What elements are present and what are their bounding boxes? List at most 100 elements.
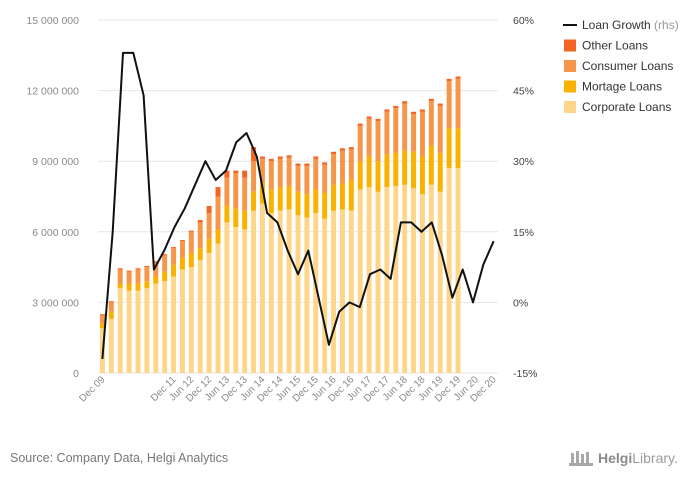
source-note: Source: Company Data, Helgi Analytics — [10, 451, 229, 465]
bar-other-loans — [313, 156, 319, 159]
bar-mortage-loans — [331, 184, 337, 211]
bar-other-loans — [251, 147, 257, 162]
bar-consumer-loans — [411, 114, 417, 152]
bar-consumer-loans — [242, 177, 248, 211]
bar-consumer-loans — [455, 78, 461, 129]
bar-consumer-loans — [197, 222, 203, 249]
bar-corporate-loans — [384, 187, 390, 373]
bar-other-loans — [162, 254, 168, 256]
bar-other-loans — [197, 220, 203, 223]
bar-consumer-loans — [233, 172, 239, 209]
bar-other-loans — [144, 265, 150, 268]
legend-suffix: (rhs) — [651, 18, 679, 32]
bar-mortage-loans — [171, 264, 177, 277]
bar-corporate-loans — [251, 210, 257, 373]
bar-corporate-loans — [126, 290, 132, 373]
bar-consumer-loans — [179, 241, 185, 258]
bar-consumer-loans — [348, 149, 354, 181]
bar-other-loans — [348, 147, 354, 150]
legend-box-swatch — [564, 39, 576, 52]
bar-corporate-loans — [393, 185, 399, 373]
x-tick-label: Dec 09 — [77, 374, 107, 404]
bar-other-loans — [215, 187, 221, 197]
bar-corporate-loans — [304, 217, 310, 373]
bar-mortage-loans — [322, 192, 328, 219]
bar-mortage-loans — [251, 191, 257, 211]
bar-mortage-loans — [135, 283, 141, 291]
bar-consumer-loans — [313, 158, 319, 190]
bar-mortage-loans — [348, 180, 354, 211]
bar-mortage-loans — [144, 281, 150, 289]
bar-other-loans — [446, 78, 452, 82]
legend-label: Loan Growth (rhs) — [582, 18, 679, 32]
bar-consumer-loans — [446, 81, 452, 129]
bar-other-loans — [375, 118, 381, 122]
helgi-library-logo[interactable]: HelgiLibrary. — [568, 449, 678, 467]
bar-consumer-loans — [402, 103, 408, 151]
bar-mortage-loans — [384, 154, 390, 188]
bar-consumer-loans — [295, 165, 301, 192]
bar-corporate-loans — [259, 203, 265, 373]
bar-mortage-loans — [437, 152, 443, 192]
bar-other-loans — [179, 240, 185, 242]
bar-other-loans — [304, 163, 310, 166]
bar-mortage-loans — [428, 145, 434, 185]
bar-mortage-loans — [313, 189, 319, 213]
bar-consumer-loans — [357, 125, 363, 162]
bar-consumer-loans — [188, 231, 194, 253]
bar-consumer-loans — [268, 161, 274, 190]
bar-other-loans — [99, 314, 105, 316]
bar-mortage-loans — [339, 183, 345, 210]
bar-consumer-loans — [251, 161, 257, 192]
bar-corporate-loans — [135, 290, 141, 373]
bar-consumer-loans — [437, 105, 443, 153]
bar-corporate-loans — [322, 218, 328, 373]
bar-consumer-loans — [419, 111, 425, 157]
bar-corporate-loans — [144, 288, 150, 373]
bar-other-loans — [331, 151, 337, 155]
bar-corporate-loans — [197, 260, 203, 373]
bar-corporate-loans — [188, 267, 194, 373]
bar-consumer-loans — [428, 101, 434, 146]
bar-corporate-loans — [446, 168, 452, 373]
left-axis: 0 3 000 000 6 000 000 9 000 000 12 000 000 15… — [26, 15, 79, 380]
bar-mortage-loans — [108, 311, 114, 319]
bar-other-loans — [277, 156, 283, 159]
library-icon — [569, 451, 593, 466]
bar-corporate-loans — [233, 227, 239, 373]
bar-other-loans — [384, 109, 390, 112]
bar-mortage-loans — [117, 283, 123, 289]
bar-corporate-loans — [179, 269, 185, 373]
bar-other-loans — [322, 162, 328, 165]
bar-consumer-loans — [99, 315, 105, 324]
bar-corporate-loans — [339, 209, 345, 373]
bar-corporate-loans — [117, 288, 123, 373]
y-tick-label: 9 000 000 — [32, 156, 79, 168]
bar-other-loans — [419, 109, 425, 112]
bar-mortage-loans — [126, 283, 132, 291]
loan-growth-line — [101, 51, 495, 359]
bar-other-loans — [437, 103, 443, 106]
bar-other-loans — [117, 268, 123, 270]
bar-corporate-loans — [215, 243, 221, 373]
bar-mortage-loans — [197, 248, 203, 261]
bar-corporate-loans — [206, 252, 212, 373]
bar-consumer-loans — [286, 157, 292, 186]
y-tick-label: 15 000 000 — [26, 15, 79, 27]
y2-tick-label: 45% — [513, 86, 534, 98]
bar-other-loans — [366, 116, 372, 119]
y2-tick-label: -15% — [513, 368, 538, 380]
bar-other-loans — [339, 148, 345, 151]
bar-consumer-loans — [144, 267, 150, 282]
bar-other-loans — [411, 111, 417, 115]
bar-other-loans — [171, 247, 177, 249]
bar-mortage-loans — [242, 210, 248, 230]
bar-mortage-loans — [215, 229, 221, 244]
y2-tick-label: 60% — [513, 15, 534, 27]
bar-mortage-loans — [366, 156, 372, 188]
bar-other-loans — [126, 270, 132, 272]
bar-consumer-loans — [339, 150, 345, 184]
bar-corporate-loans — [313, 212, 319, 373]
bar-other-loans — [206, 205, 212, 213]
